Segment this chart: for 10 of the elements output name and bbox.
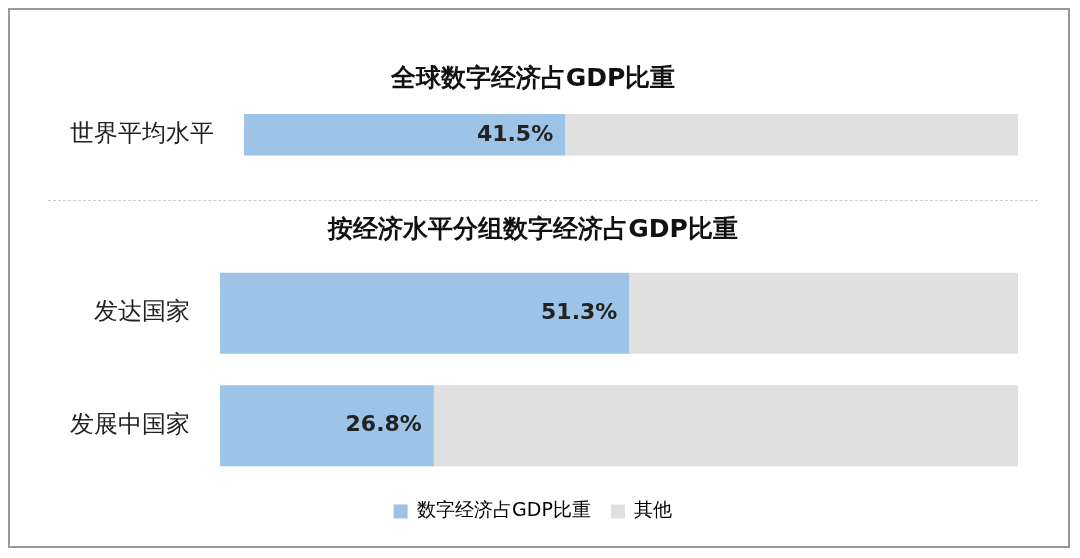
y-tick-label: 世界平均水平 <box>70 119 214 148</box>
y-tick-label: 发展中国家 <box>70 409 190 438</box>
chart-title: 按经济水平分组数字经济占GDP比重 <box>327 213 738 243</box>
data-label: 51.3% <box>541 298 618 324</box>
legend-label: 数字经济占GDP比重 <box>417 498 591 521</box>
data-label: 41.5% <box>476 120 554 146</box>
legend-label: 其他 <box>634 498 673 521</box>
data-label: 26.8% <box>345 411 422 437</box>
chart-title: 全球数字经济占GDP比重 <box>389 62 676 92</box>
y-tick-label: 发达国家 <box>94 297 190 326</box>
